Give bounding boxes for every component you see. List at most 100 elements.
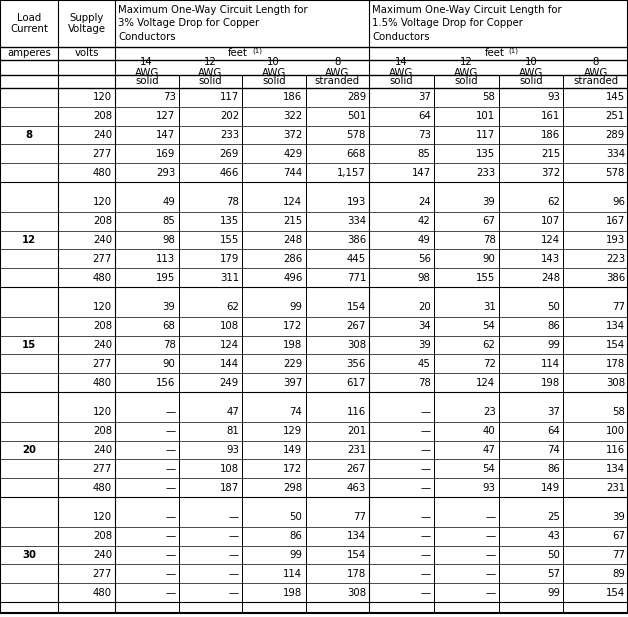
Text: 124: 124 [541,235,560,245]
Text: amperes: amperes [7,49,51,59]
Text: —: — [229,587,239,598]
Text: —: — [485,512,495,523]
Text: 208: 208 [93,426,112,436]
Text: 267: 267 [347,321,366,331]
Text: 14
AWG: 14 AWG [134,57,159,78]
Text: 308: 308 [347,340,366,350]
Text: 30: 30 [22,550,36,560]
Text: —: — [165,512,175,523]
Text: 77: 77 [353,512,366,523]
Text: 240: 240 [93,550,112,560]
Text: 293: 293 [156,168,175,178]
Text: 72: 72 [483,359,495,369]
Text: —: — [421,569,431,579]
Text: 108: 108 [220,464,239,474]
Text: 116: 116 [347,407,366,417]
Text: 89: 89 [612,569,625,579]
Text: —: — [421,426,431,436]
Text: 496: 496 [283,273,303,283]
Text: 10
AWG: 10 AWG [262,57,286,78]
Text: Maximum One-Way Circuit Length for
1.5% Voltage Drop for Copper
Conductors: Maximum One-Way Circuit Length for 1.5% … [372,6,561,42]
Text: 578: 578 [347,130,366,140]
Text: 99: 99 [547,340,560,350]
Text: solid: solid [389,77,413,86]
Text: 195: 195 [156,273,175,283]
Text: 67: 67 [612,531,625,541]
Text: 480: 480 [93,168,112,178]
Text: 248: 248 [541,273,560,283]
Text: 86: 86 [548,464,560,474]
Text: 134: 134 [606,321,625,331]
Text: —: — [485,569,495,579]
Text: 50: 50 [548,550,560,560]
Text: 155: 155 [476,273,495,283]
Text: 208: 208 [93,321,112,331]
Text: 81: 81 [226,426,239,436]
Text: 356: 356 [347,359,366,369]
Text: 154: 154 [347,302,366,312]
Text: 334: 334 [347,216,366,226]
Text: 267: 267 [347,464,366,474]
Text: 372: 372 [541,168,560,178]
Text: 23: 23 [483,407,495,417]
Text: 93: 93 [226,445,239,455]
Text: —: — [421,482,431,492]
Text: 154: 154 [606,340,625,350]
Text: 15: 15 [22,340,36,350]
Text: 31: 31 [483,302,495,312]
Text: 249: 249 [220,378,239,387]
Text: 771: 771 [347,273,366,283]
Text: volts: volts [74,49,99,59]
Text: 202: 202 [220,111,239,121]
Text: 248: 248 [283,235,303,245]
Text: 78: 78 [483,235,495,245]
Text: 229: 229 [283,359,303,369]
Text: —: — [165,464,175,474]
Text: 186: 186 [283,93,303,102]
Text: 39: 39 [418,340,431,350]
Text: 12: 12 [22,235,36,245]
Text: 135: 135 [220,216,239,226]
Text: —: — [421,512,431,523]
Text: feet: feet [228,49,248,59]
Text: —: — [421,531,431,541]
Text: solid: solid [135,77,158,86]
Text: —: — [421,407,431,417]
Text: stranded: stranded [573,77,618,86]
Text: (1): (1) [509,48,519,54]
Text: 77: 77 [612,550,625,560]
Text: 179: 179 [220,254,239,264]
Text: 149: 149 [283,445,303,455]
Text: 501: 501 [347,111,366,121]
Text: solid: solid [262,77,286,86]
Text: 100: 100 [606,426,625,436]
Text: —: — [165,407,175,417]
Text: 78: 78 [418,378,431,387]
Text: 8
AWG: 8 AWG [583,57,608,78]
Text: 116: 116 [606,445,625,455]
Text: 277: 277 [92,254,112,264]
Text: —: — [421,445,431,455]
Text: 120: 120 [93,302,112,312]
Text: 463: 463 [347,482,366,492]
Text: —: — [165,482,175,492]
Text: 74: 74 [290,407,303,417]
Text: 62: 62 [226,302,239,312]
Text: 120: 120 [93,407,112,417]
Text: 397: 397 [283,378,303,387]
Text: 154: 154 [347,550,366,560]
Text: 480: 480 [93,482,112,492]
Text: 93: 93 [548,93,560,102]
Text: 269: 269 [220,149,239,159]
Text: (1): (1) [252,48,262,54]
Text: 127: 127 [156,111,175,121]
Text: 124: 124 [220,340,239,350]
Text: 135: 135 [476,149,495,159]
Text: 37: 37 [548,407,560,417]
Text: 99: 99 [290,302,303,312]
Text: 10
AWG: 10 AWG [519,57,543,78]
Text: 198: 198 [283,587,303,598]
Text: 120: 120 [93,512,112,523]
Text: 34: 34 [418,321,431,331]
Text: —: — [165,569,175,579]
